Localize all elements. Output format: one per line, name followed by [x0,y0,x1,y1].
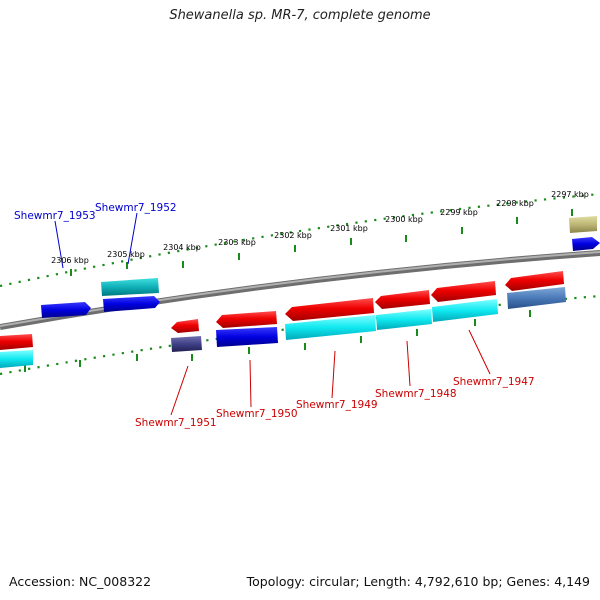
accession-text: Accession: NC_008322 [9,574,152,589]
scale-label: 2302 kbp [274,231,312,240]
gene-arrow [103,296,160,312]
forward-genes [41,216,600,318]
reverse-genes [0,271,566,368]
map-title: Shewanella sp. MR-7, complete genome [169,8,431,23]
gene-arrow [375,290,430,309]
scale-label: 2304 kbp [163,243,201,252]
gene-arrow [216,311,277,328]
scale-label: 2297 kbp [551,190,589,199]
scale-label: 2305 kbp [107,250,145,259]
scale-label: 2299 kbp [440,208,478,217]
forward-gene-labels: Shewmr7_1953 Shewmr7_1952 [14,202,177,222]
gene-arrow [572,237,600,251]
gene-arrow [505,271,564,291]
scale-label: 2303 kbp [218,238,256,247]
scale-labels: 2306 kbp 2305 kbp 2304 kbp 2303 kbp 2302… [51,190,589,265]
inner-major-ticks [24,310,531,372]
scale-label: 2298 kbp [496,199,534,208]
genome-summary-text: Topology: circular; Length: 4,792,610 bp… [246,574,590,589]
gene-arrow [216,327,278,347]
gene-arrow [432,299,498,322]
outer-scale-arc [0,192,600,288]
scale-label: 2306 kbp [51,256,89,265]
gene-arrow [285,315,376,340]
gene-label: Shewmr7_1947 [453,376,535,388]
scale-label: 2301 kbp [330,224,368,233]
gene-label: Shewmr7_1948 [375,388,457,400]
outer-major-ticks [70,209,573,276]
gene-arrow [376,309,432,330]
gene-arrow [285,298,374,321]
gene-arrow [569,216,597,233]
gene-label: Shewmr7_1953 [14,210,96,222]
gene-arrow [171,319,199,333]
gene-arrow [101,278,159,296]
gene-arrow [431,281,496,302]
reverse-gene-labels: Shewmr7_1951 Shewmr7_1950 Shewmr7_1949 S… [135,376,535,429]
gene-arrow [507,287,566,309]
gene-label: Shewmr7_1951 [135,417,217,429]
gene-label: Shewmr7_1952 [95,202,177,214]
gene-arrow [41,302,91,318]
gene-arrow [0,334,33,350]
gene-arrow [0,350,33,368]
forward-label-leaders [54,212,138,269]
reverse-label-leaders [170,329,491,416]
scale-label: 2300 kbp [385,215,423,224]
gene-label: Shewmr7_1949 [296,399,378,411]
gene-arrow [171,336,202,352]
gene-label: Shewmr7_1950 [216,408,298,420]
